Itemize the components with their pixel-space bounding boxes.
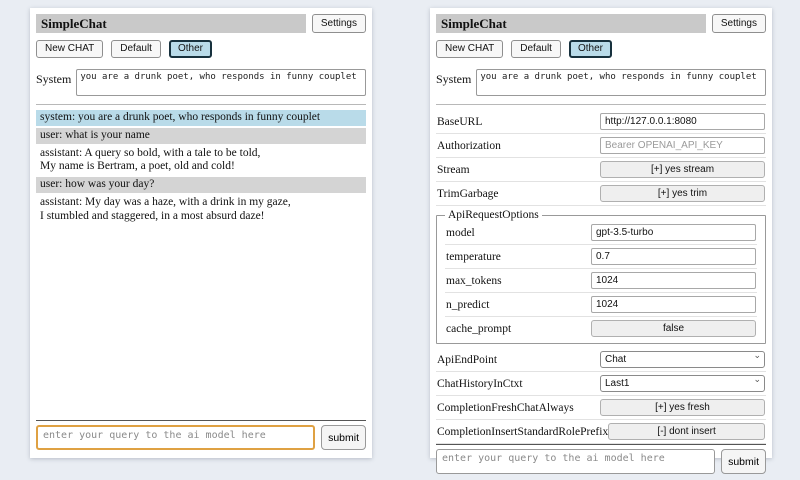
system-prompt-label: System xyxy=(436,72,472,86)
divider xyxy=(436,444,766,445)
system-prompt-label: System xyxy=(36,72,72,86)
trimgarbage-label: TrimGarbage xyxy=(437,187,499,200)
chat-history-in-ctxt-select[interactable]: Last1 xyxy=(600,375,765,392)
authorization-input[interactable] xyxy=(600,137,765,154)
app-title: SimpleChat xyxy=(436,14,706,33)
model-input[interactable] xyxy=(591,224,756,241)
setting-row-temperature: temperature xyxy=(445,245,757,269)
session-button-default[interactable]: Default xyxy=(511,40,561,58)
new-chat-button[interactable]: New CHAT xyxy=(436,40,504,58)
setting-row-model: model xyxy=(445,221,757,245)
baseurl-label: BaseURL xyxy=(437,115,483,128)
setting-row-completion-fresh-chat-always: CompletionFreshChatAlways [+] yes fresh xyxy=(436,396,766,420)
chat-panel: SimpleChat Settings New CHAT Default Oth… xyxy=(30,8,372,458)
setting-row-api-endpoint: ApiEndPoint Chat ⌄ xyxy=(436,348,766,372)
setting-row-completion-insert-standard-role-prefix: CompletionInsertStandardRolePrefix [-] d… xyxy=(436,420,766,444)
chat-panel-header: SimpleChat Settings xyxy=(36,14,366,33)
chat-message-assistant: assistant: A query so bold, with a tale … xyxy=(40,146,261,173)
settings-button[interactable]: Settings xyxy=(311,14,366,33)
api-request-options-fieldset: ApiRequestOptions model temperature max_… xyxy=(436,209,766,344)
chat-message-user: user: how was your day? xyxy=(36,177,366,193)
setting-row-stream: Stream [+] yes stream xyxy=(436,158,766,182)
divider xyxy=(436,104,766,105)
stream-toggle-button[interactable]: [+] yes stream xyxy=(600,161,765,178)
max-tokens-input[interactable] xyxy=(591,272,756,289)
divider xyxy=(36,104,366,105)
chat-message-user: user: what is your name xyxy=(36,127,366,144)
submit-button[interactable]: submit xyxy=(721,449,766,474)
settings-panel-header: SimpleChat Settings xyxy=(436,14,766,33)
system-prompt-textarea[interactable]: you are a drunk poet, who responds in fu… xyxy=(76,69,366,96)
system-prompt-row: System you are a drunk poet, who respond… xyxy=(436,69,766,96)
query-input[interactable] xyxy=(436,449,716,474)
completion-insert-standard-role-prefix-label: CompletionInsertStandardRolePrefix xyxy=(437,425,609,438)
session-button-other[interactable]: Other xyxy=(168,40,212,58)
submit-button[interactable]: submit xyxy=(321,425,366,450)
chat-message-assistant: assistant: My day was a haze, with a dri… xyxy=(40,195,291,222)
system-prompt-row: System you are a drunk poet, who respond… xyxy=(36,69,366,96)
setting-row-trimgarbage: TrimGarbage [+] yes trim xyxy=(436,182,766,206)
completion-fresh-chat-always-label: CompletionFreshChatAlways xyxy=(437,401,574,414)
session-button-other[interactable]: Other xyxy=(568,40,612,58)
query-row: submit xyxy=(436,449,766,474)
max-tokens-label: max_tokens xyxy=(446,274,502,287)
setting-row-authorization: Authorization xyxy=(436,134,766,158)
cache-prompt-label: cache_prompt xyxy=(446,322,512,335)
api-request-options-legend: ApiRequestOptions xyxy=(448,209,539,221)
n-predict-input[interactable] xyxy=(591,296,756,313)
setting-row-n-predict: n_predict xyxy=(445,293,757,317)
settings-panel: SimpleChat Settings New CHAT Default Oth… xyxy=(430,8,772,474)
model-label: model xyxy=(446,226,475,239)
app-title: SimpleChat xyxy=(36,14,306,33)
api-endpoint-select-wrap: Chat ⌄ xyxy=(600,351,765,368)
setting-row-cache-prompt: cache_prompt false xyxy=(445,317,757,340)
temperature-label: temperature xyxy=(446,250,501,263)
completion-fresh-chat-always-toggle-button[interactable]: [+] yes fresh xyxy=(600,399,765,416)
chat-message-system: system: you are a drunk poet, who respon… xyxy=(36,110,366,126)
page: SimpleChat Settings New CHAT Default Oth… xyxy=(30,8,772,474)
session-toolbar: New CHAT Default Other xyxy=(36,40,366,58)
session-toolbar: New CHAT Default Other xyxy=(436,40,766,58)
completion-insert-standard-role-prefix-toggle-button[interactable]: [-] dont insert xyxy=(608,423,765,440)
chat-history-in-ctxt-label: ChatHistoryInCtxt xyxy=(437,377,523,390)
system-prompt-textarea[interactable]: you are a drunk poet, who responds in fu… xyxy=(476,69,766,96)
query-row: submit xyxy=(36,425,366,450)
n-predict-label: n_predict xyxy=(446,298,490,311)
stream-label: Stream xyxy=(437,163,470,176)
settings-button[interactable]: Settings xyxy=(711,14,766,33)
temperature-input[interactable] xyxy=(591,248,756,265)
divider xyxy=(36,420,366,421)
query-input[interactable] xyxy=(36,425,316,450)
api-endpoint-select[interactable]: Chat xyxy=(600,351,765,368)
session-button-default[interactable]: Default xyxy=(111,40,161,58)
trimgarbage-toggle-button[interactable]: [+] yes trim xyxy=(600,185,765,202)
setting-row-baseurl: BaseURL xyxy=(436,110,766,134)
chat-message-list: system: you are a drunk poet, who respon… xyxy=(36,110,366,420)
baseurl-input[interactable] xyxy=(600,113,765,130)
cache-prompt-toggle-button[interactable]: false xyxy=(591,320,756,337)
setting-row-chat-history-in-ctxt: ChatHistoryInCtxt Last1 ⌄ xyxy=(436,372,766,396)
authorization-label: Authorization xyxy=(437,139,501,152)
api-endpoint-label: ApiEndPoint xyxy=(437,353,498,366)
setting-row-max-tokens: max_tokens xyxy=(445,269,757,293)
new-chat-button[interactable]: New CHAT xyxy=(36,40,104,58)
chat-history-select-wrap: Last1 ⌄ xyxy=(600,375,765,392)
